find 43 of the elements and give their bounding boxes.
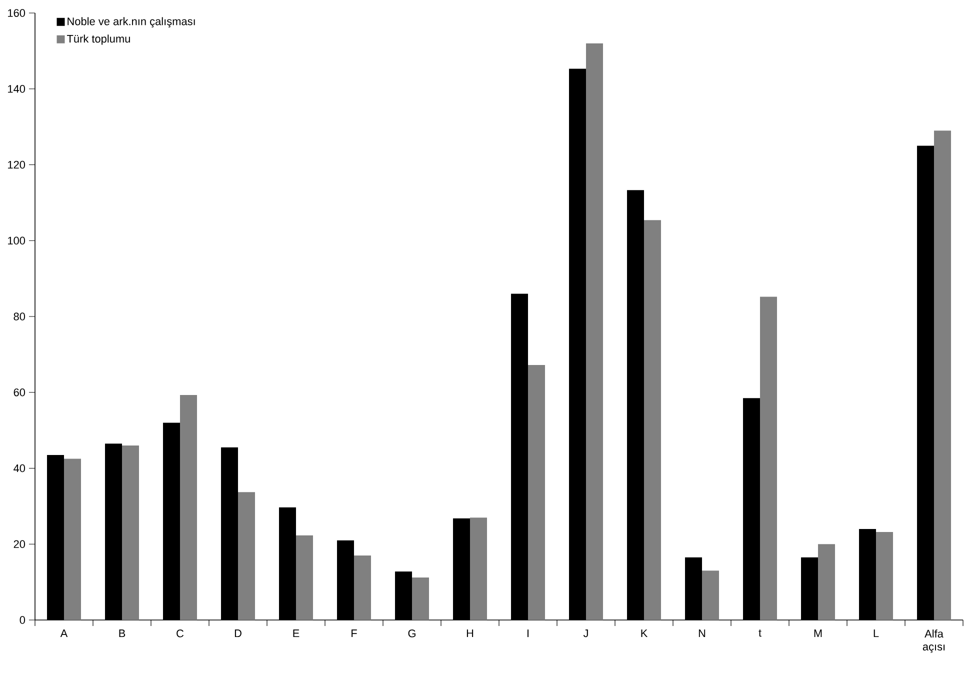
- bar: [296, 535, 314, 620]
- x-tick-label: I: [528, 630, 529, 638]
- legend-label: Noble ve ark.nın çalışması: [68, 17, 195, 28]
- bar: [702, 570, 720, 620]
- y-tick-label: 80: [14, 312, 26, 320]
- x-tick-label: K: [641, 630, 648, 638]
- x-tick-label: G: [408, 630, 416, 638]
- x-tick-label: M: [814, 630, 822, 638]
- x-tick-label: C: [176, 630, 184, 638]
- y-tick-label: 40: [14, 464, 26, 472]
- x-tick-label: L: [874, 630, 879, 638]
- y-tick-label: 100: [8, 236, 26, 245]
- x-tick-label: B: [119, 630, 126, 638]
- x-tick-label: A: [60, 630, 68, 638]
- bar: [412, 578, 430, 620]
- y-tick-label: 20: [14, 540, 26, 548]
- y-tick-label: 120: [8, 160, 26, 169]
- x-tick-label: J: [583, 630, 588, 638]
- y-tick-label: 60: [14, 388, 26, 396]
- x-tick-label: F: [352, 630, 357, 638]
- bar: [122, 445, 139, 620]
- x-tick-label: E: [293, 630, 300, 638]
- bar: [64, 458, 81, 620]
- bar: [760, 296, 778, 620]
- y-tick-label: 140: [8, 85, 26, 93]
- bar: [818, 544, 836, 620]
- bar: [586, 43, 604, 620]
- legend-label: Türk toplumu: [66, 34, 130, 45]
- bar: [470, 518, 488, 620]
- x-tick-label: N: [698, 630, 706, 638]
- bar: [354, 556, 372, 620]
- y-tick-label: 160: [8, 9, 26, 17]
- x-tick-label: Alfa açısı: [922, 630, 945, 653]
- bar: [644, 220, 662, 620]
- x-tick-label: D: [234, 630, 242, 638]
- y-tick-label: 0: [20, 616, 26, 624]
- x-tick-label: H: [466, 630, 474, 638]
- bar: [180, 395, 198, 620]
- x-tick-label: t: [758, 630, 762, 637]
- bar: [876, 532, 894, 620]
- bar: [934, 130, 952, 620]
- bar: [528, 365, 546, 620]
- bar: [238, 492, 256, 620]
